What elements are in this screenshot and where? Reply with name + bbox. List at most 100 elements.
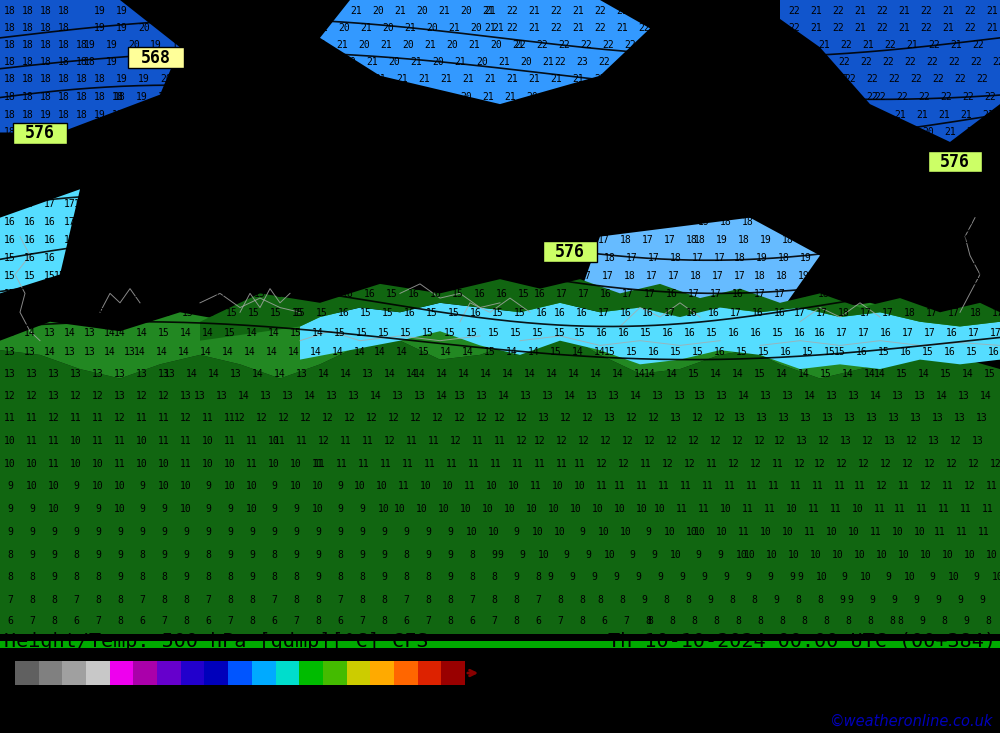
Text: 20: 20: [980, 235, 992, 246]
Text: 11: 11: [982, 504, 994, 514]
Text: 21: 21: [944, 128, 956, 138]
Text: 11: 11: [640, 459, 652, 468]
Text: 21: 21: [424, 40, 436, 51]
Text: 15: 15: [290, 328, 302, 338]
Text: 22: 22: [624, 40, 636, 51]
Text: 17: 17: [514, 271, 526, 281]
Text: 19: 19: [204, 7, 216, 16]
Text: 19: 19: [764, 218, 776, 227]
Text: 13: 13: [4, 328, 16, 338]
Text: 16: 16: [774, 309, 786, 318]
Text: 20: 20: [526, 92, 538, 102]
Text: 18: 18: [870, 235, 882, 246]
Text: 20: 20: [914, 235, 926, 246]
Text: 13: 13: [914, 391, 926, 400]
Bar: [15, 661, 39, 685]
Text: 17: 17: [836, 328, 848, 338]
Text: 11: 11: [942, 482, 954, 491]
Text: 19: 19: [260, 163, 272, 174]
Text: 20: 20: [538, 128, 550, 138]
Text: 20: 20: [806, 109, 818, 119]
Text: 16: 16: [154, 271, 166, 281]
Text: -24: -24: [121, 687, 145, 700]
Text: 15: 15: [224, 328, 236, 338]
Text: 11: 11: [746, 482, 758, 491]
Text: 17: 17: [84, 254, 96, 263]
Text: 14: 14: [186, 369, 198, 379]
Text: 11: 11: [702, 482, 714, 491]
Text: 48: 48: [410, 687, 426, 700]
Text: 22: 22: [686, 57, 698, 67]
Text: 21: 21: [492, 23, 504, 34]
Text: 15: 15: [550, 347, 562, 357]
Text: 6: 6: [403, 616, 409, 626]
Text: 14: 14: [528, 347, 540, 357]
Text: 8: 8: [985, 616, 991, 626]
Text: 22: 22: [726, 23, 738, 34]
Text: 21: 21: [704, 23, 716, 34]
Text: 18: 18: [22, 40, 34, 51]
Text: 21: 21: [898, 7, 910, 16]
Text: 14: 14: [842, 369, 854, 379]
Text: 17: 17: [334, 271, 346, 281]
Text: 16: 16: [856, 347, 868, 357]
Text: 9: 9: [613, 572, 619, 582]
Text: 13: 13: [114, 369, 126, 379]
Text: 18: 18: [58, 92, 70, 102]
Text: 16: 16: [290, 271, 302, 281]
Text: 10: 10: [246, 482, 258, 491]
Text: 21: 21: [616, 23, 628, 34]
Text: 8: 8: [271, 550, 277, 559]
Text: 22: 22: [744, 23, 756, 34]
Text: 17: 17: [816, 309, 828, 318]
Text: 15: 15: [772, 328, 784, 338]
Text: 12: 12: [728, 459, 740, 468]
Text: 14: 14: [64, 328, 76, 338]
Text: 12: 12: [366, 413, 378, 423]
Text: 22: 22: [594, 7, 606, 16]
Text: 16: 16: [510, 271, 522, 281]
Text: 13: 13: [892, 391, 904, 400]
Text: 17: 17: [94, 182, 106, 191]
Text: 18: 18: [686, 235, 698, 246]
Text: 17: 17: [466, 235, 478, 246]
Text: 9: 9: [695, 550, 701, 559]
Text: 18: 18: [4, 92, 16, 102]
Text: 21: 21: [498, 57, 510, 67]
Text: 22: 22: [866, 75, 878, 84]
Polygon shape: [320, 0, 650, 104]
Text: 20: 20: [856, 128, 868, 138]
Text: 17: 17: [286, 235, 298, 246]
Text: 19: 19: [858, 182, 870, 191]
Text: 13: 13: [392, 391, 404, 400]
Text: 12: 12: [268, 687, 284, 700]
Text: 18: 18: [40, 40, 52, 51]
Text: 20: 20: [592, 92, 604, 102]
Text: 17: 17: [444, 235, 456, 246]
Text: 21: 21: [438, 7, 450, 16]
Text: 10: 10: [620, 527, 632, 537]
Text: 20: 20: [762, 109, 774, 119]
Text: 17: 17: [516, 254, 528, 263]
Text: 20: 20: [840, 145, 852, 155]
Text: 13: 13: [348, 391, 360, 400]
Text: 8: 8: [669, 616, 675, 626]
Text: 9: 9: [579, 527, 585, 537]
Bar: [370, 661, 394, 685]
Text: 21: 21: [482, 7, 494, 16]
Text: 18: 18: [554, 235, 566, 246]
Text: 14: 14: [200, 347, 212, 357]
Text: 14: 14: [208, 369, 220, 379]
Text: 21: 21: [950, 40, 962, 51]
Text: 20: 20: [720, 145, 732, 155]
Text: 22: 22: [664, 57, 676, 67]
Text: 19: 19: [510, 109, 522, 119]
Text: 12: 12: [136, 391, 148, 400]
Text: 9: 9: [447, 550, 453, 559]
Text: 10: 10: [942, 550, 954, 559]
Text: 11: 11: [114, 436, 126, 446]
Text: 8: 8: [757, 616, 763, 626]
Text: 15: 15: [444, 328, 456, 338]
Text: 19: 19: [138, 75, 150, 84]
Text: 19: 19: [764, 145, 776, 155]
